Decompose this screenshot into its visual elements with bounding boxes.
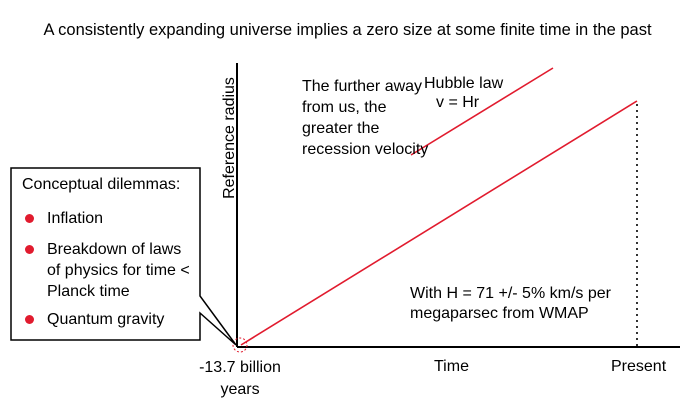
hubble-law-title: Hubble law [424,75,504,92]
hubble-law-line [410,67,554,156]
wmap-note: With H = 71 +/- 5% km/s per megaparsec f… [410,285,611,322]
dilemmas-callout-box [10,167,237,346]
diagram-title: A consistently expanding universe implie… [43,21,652,39]
hubble-law-equation: v = Hr [436,94,480,111]
expansion-line [240,100,638,346]
dilemma-item: Breakdown of laws of physics for time < … [47,241,190,300]
origin-circle [232,337,248,353]
present-label: Present [611,358,667,375]
dilemma-item: Quantum gravity [47,311,165,328]
bullet-dot-icon [25,245,34,254]
dilemma-item: Inflation [47,210,104,227]
y-axis-label: Reference radius [221,77,238,199]
recession-annotation: The further away from us, the greater th… [302,78,429,158]
origin-label: -13.7 billion years [199,359,281,398]
x-axis-label: Time [434,358,469,375]
bullet-dot-icon [25,214,34,223]
dilemmas-title: Conceptual dilemmas: [22,176,181,193]
bullet-dot-icon [25,315,34,324]
